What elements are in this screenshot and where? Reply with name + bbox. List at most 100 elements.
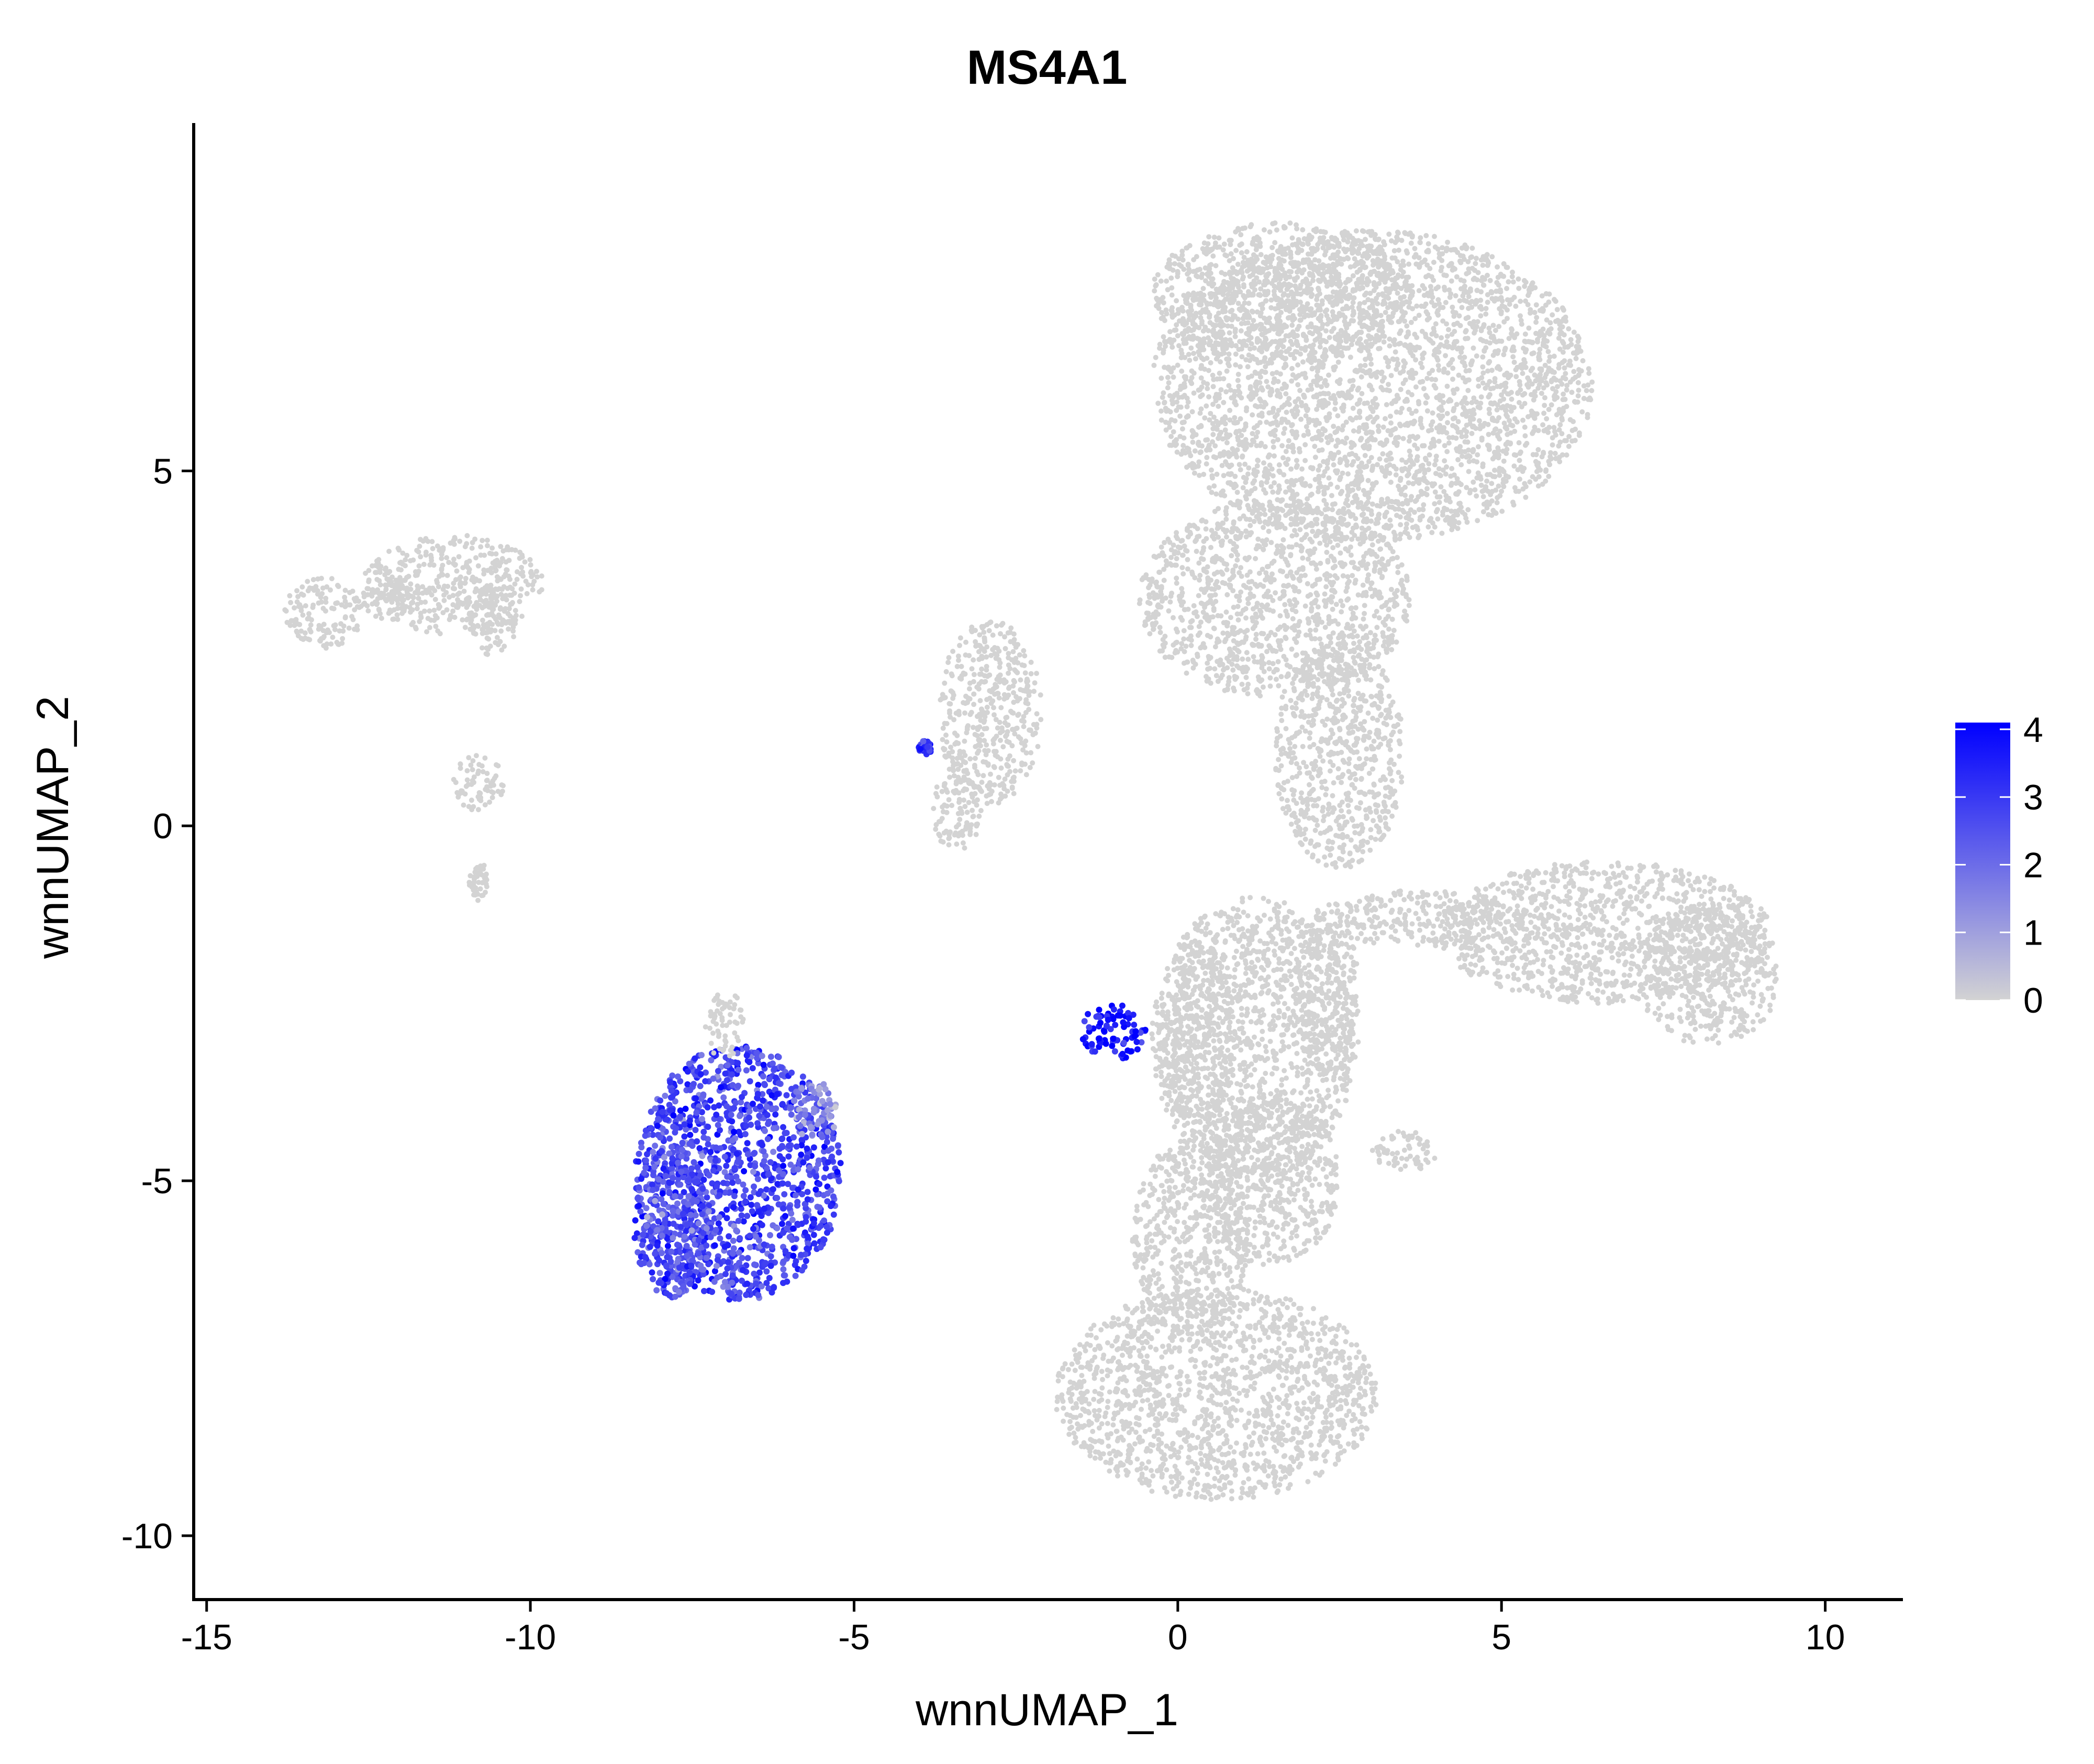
cell-point xyxy=(1532,309,1538,315)
cell-point xyxy=(1286,582,1291,588)
cell-point xyxy=(1255,336,1260,341)
cell-point xyxy=(1397,370,1403,376)
cell-point xyxy=(1180,552,1186,558)
cell-point xyxy=(1231,256,1236,261)
cell-point xyxy=(1306,419,1312,425)
cell-point xyxy=(1212,644,1218,650)
cell-point xyxy=(1268,305,1274,310)
cell-point xyxy=(1251,654,1256,660)
cell-point xyxy=(1553,456,1558,461)
cell-point xyxy=(1171,642,1176,648)
cell-point xyxy=(1409,494,1414,500)
cell-point xyxy=(1226,471,1231,477)
cell-point xyxy=(1395,440,1400,446)
cell-point xyxy=(1302,347,1308,353)
cell-point xyxy=(1371,262,1376,268)
cell-point xyxy=(1358,437,1363,443)
cell-point xyxy=(1163,427,1169,433)
cell-point xyxy=(1234,593,1240,599)
cell-point xyxy=(1166,608,1172,614)
cell-point xyxy=(1437,494,1443,500)
cell-point xyxy=(1254,514,1260,519)
cell-point xyxy=(1501,458,1507,464)
cell-point xyxy=(1302,483,1308,489)
cell-point xyxy=(1402,377,1408,383)
cell-point xyxy=(1256,413,1262,418)
cell-point xyxy=(1425,467,1431,472)
cell-point xyxy=(1385,364,1391,370)
cell-point xyxy=(1455,457,1461,462)
cell-point xyxy=(1169,314,1175,320)
cell-point xyxy=(1493,296,1499,302)
cell-point xyxy=(1430,483,1435,489)
cell-point xyxy=(1234,611,1240,617)
cell-point xyxy=(1393,349,1398,355)
cell-point xyxy=(1216,404,1221,409)
cell-point xyxy=(1329,437,1334,442)
cell-point xyxy=(1462,449,1468,454)
cell-point xyxy=(1438,305,1443,310)
cell-point xyxy=(1421,478,1427,483)
cell-point xyxy=(1216,585,1221,590)
cell-point xyxy=(1473,261,1478,267)
cell-point xyxy=(1380,451,1386,457)
cell-point xyxy=(1291,499,1297,504)
cell-point xyxy=(1398,409,1404,415)
cell-point xyxy=(1497,428,1503,434)
cell-point xyxy=(1198,424,1204,429)
cell-point xyxy=(1245,596,1251,602)
cell-point xyxy=(1369,501,1375,507)
cell-point xyxy=(1260,546,1266,552)
cell-point xyxy=(1474,353,1479,359)
cell-point xyxy=(1377,570,1383,575)
cell-point xyxy=(1360,593,1365,598)
cell-point xyxy=(1369,594,1375,599)
cell-point xyxy=(1472,487,1478,493)
cell-point xyxy=(1285,443,1291,449)
cell-point xyxy=(1223,341,1229,347)
cell-point xyxy=(1281,258,1287,264)
cell-point xyxy=(1436,344,1442,350)
cell-point xyxy=(1321,240,1327,246)
cell-point xyxy=(1454,476,1460,482)
cell-point xyxy=(1202,265,1208,271)
cell-point xyxy=(1477,418,1482,424)
cell-point xyxy=(1266,633,1272,639)
cell-point xyxy=(1576,387,1581,393)
cell-point xyxy=(1237,390,1243,396)
cell-point xyxy=(1316,403,1321,408)
cell-point xyxy=(1252,369,1258,375)
cell-point xyxy=(1336,243,1342,249)
cell-point xyxy=(1199,318,1205,324)
cell-point xyxy=(1313,229,1319,235)
cell-point xyxy=(1365,297,1371,303)
cell-point xyxy=(1174,441,1179,447)
cell-point xyxy=(1166,380,1172,386)
cell-point xyxy=(1394,357,1400,362)
cell-point xyxy=(1490,430,1496,436)
cell-point xyxy=(1224,630,1230,636)
cell-point xyxy=(1319,447,1325,453)
cell-point xyxy=(1557,326,1563,332)
cell-point xyxy=(1216,235,1222,241)
cell-point xyxy=(1306,620,1311,626)
cell-point xyxy=(1200,286,1206,291)
cell-point xyxy=(1213,455,1219,460)
cell-point xyxy=(1159,544,1164,550)
cell-point xyxy=(1362,299,1367,305)
cell-point xyxy=(1235,283,1241,288)
cell-point xyxy=(1585,396,1591,402)
cell-point xyxy=(1376,559,1382,565)
cell-point xyxy=(1193,464,1198,470)
cell-point xyxy=(1405,329,1411,335)
cell-point xyxy=(1233,351,1239,357)
cell-point xyxy=(1536,351,1542,357)
cell-point xyxy=(1293,241,1298,247)
cell-point xyxy=(1458,253,1463,259)
cell-point xyxy=(1447,520,1452,526)
cell-point xyxy=(1210,253,1216,259)
cell-point xyxy=(1418,421,1423,427)
cell-point xyxy=(1152,276,1157,282)
cell-point xyxy=(1277,568,1283,574)
cell-point xyxy=(1305,406,1310,412)
